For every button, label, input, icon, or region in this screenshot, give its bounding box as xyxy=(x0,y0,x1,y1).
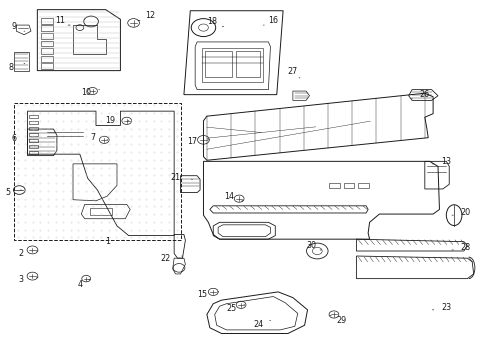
Bar xyxy=(41,33,53,39)
Bar xyxy=(41,48,53,54)
Text: 1: 1 xyxy=(105,237,110,246)
Bar xyxy=(29,139,38,142)
Bar xyxy=(236,51,260,77)
Text: 2: 2 xyxy=(19,249,24,258)
Bar xyxy=(205,51,232,77)
Bar xyxy=(29,133,38,136)
Text: 23: 23 xyxy=(441,303,451,312)
Text: 7: 7 xyxy=(90,133,95,142)
Text: 24: 24 xyxy=(254,320,264,329)
Bar xyxy=(202,48,263,82)
Bar xyxy=(41,18,53,24)
Text: 5: 5 xyxy=(5,188,11,197)
Bar xyxy=(41,41,53,46)
Text: 29: 29 xyxy=(337,316,347,325)
Text: 26: 26 xyxy=(420,90,430,99)
Text: 6: 6 xyxy=(12,134,17,143)
Bar xyxy=(29,145,38,148)
Bar xyxy=(41,56,53,62)
Text: 10: 10 xyxy=(81,87,91,96)
Bar xyxy=(14,51,29,71)
Bar xyxy=(29,115,38,118)
Bar xyxy=(29,121,38,124)
Bar xyxy=(29,150,38,154)
Text: 25: 25 xyxy=(226,304,237,313)
Text: 13: 13 xyxy=(441,157,451,166)
Text: 16: 16 xyxy=(269,16,278,25)
Text: 11: 11 xyxy=(55,16,65,25)
Bar xyxy=(329,183,340,188)
Text: 19: 19 xyxy=(105,116,116,125)
Text: 3: 3 xyxy=(19,275,24,284)
Text: 14: 14 xyxy=(224,192,234,201)
Text: 28: 28 xyxy=(461,243,471,252)
Bar xyxy=(41,63,53,69)
Text: 21: 21 xyxy=(171,173,181,182)
Text: 27: 27 xyxy=(288,67,298,76)
Bar xyxy=(358,183,369,188)
Text: 12: 12 xyxy=(145,11,155,20)
Bar xyxy=(41,26,53,31)
Text: 8: 8 xyxy=(9,63,14,72)
Text: 15: 15 xyxy=(197,289,207,298)
Text: 9: 9 xyxy=(12,22,17,31)
Text: 18: 18 xyxy=(207,17,217,26)
Text: 22: 22 xyxy=(161,254,171,263)
Text: 30: 30 xyxy=(306,241,316,250)
Text: 20: 20 xyxy=(461,208,471,217)
Text: 4: 4 xyxy=(77,280,82,289)
Bar xyxy=(343,183,354,188)
Text: 17: 17 xyxy=(187,137,197,146)
Bar xyxy=(29,127,38,130)
